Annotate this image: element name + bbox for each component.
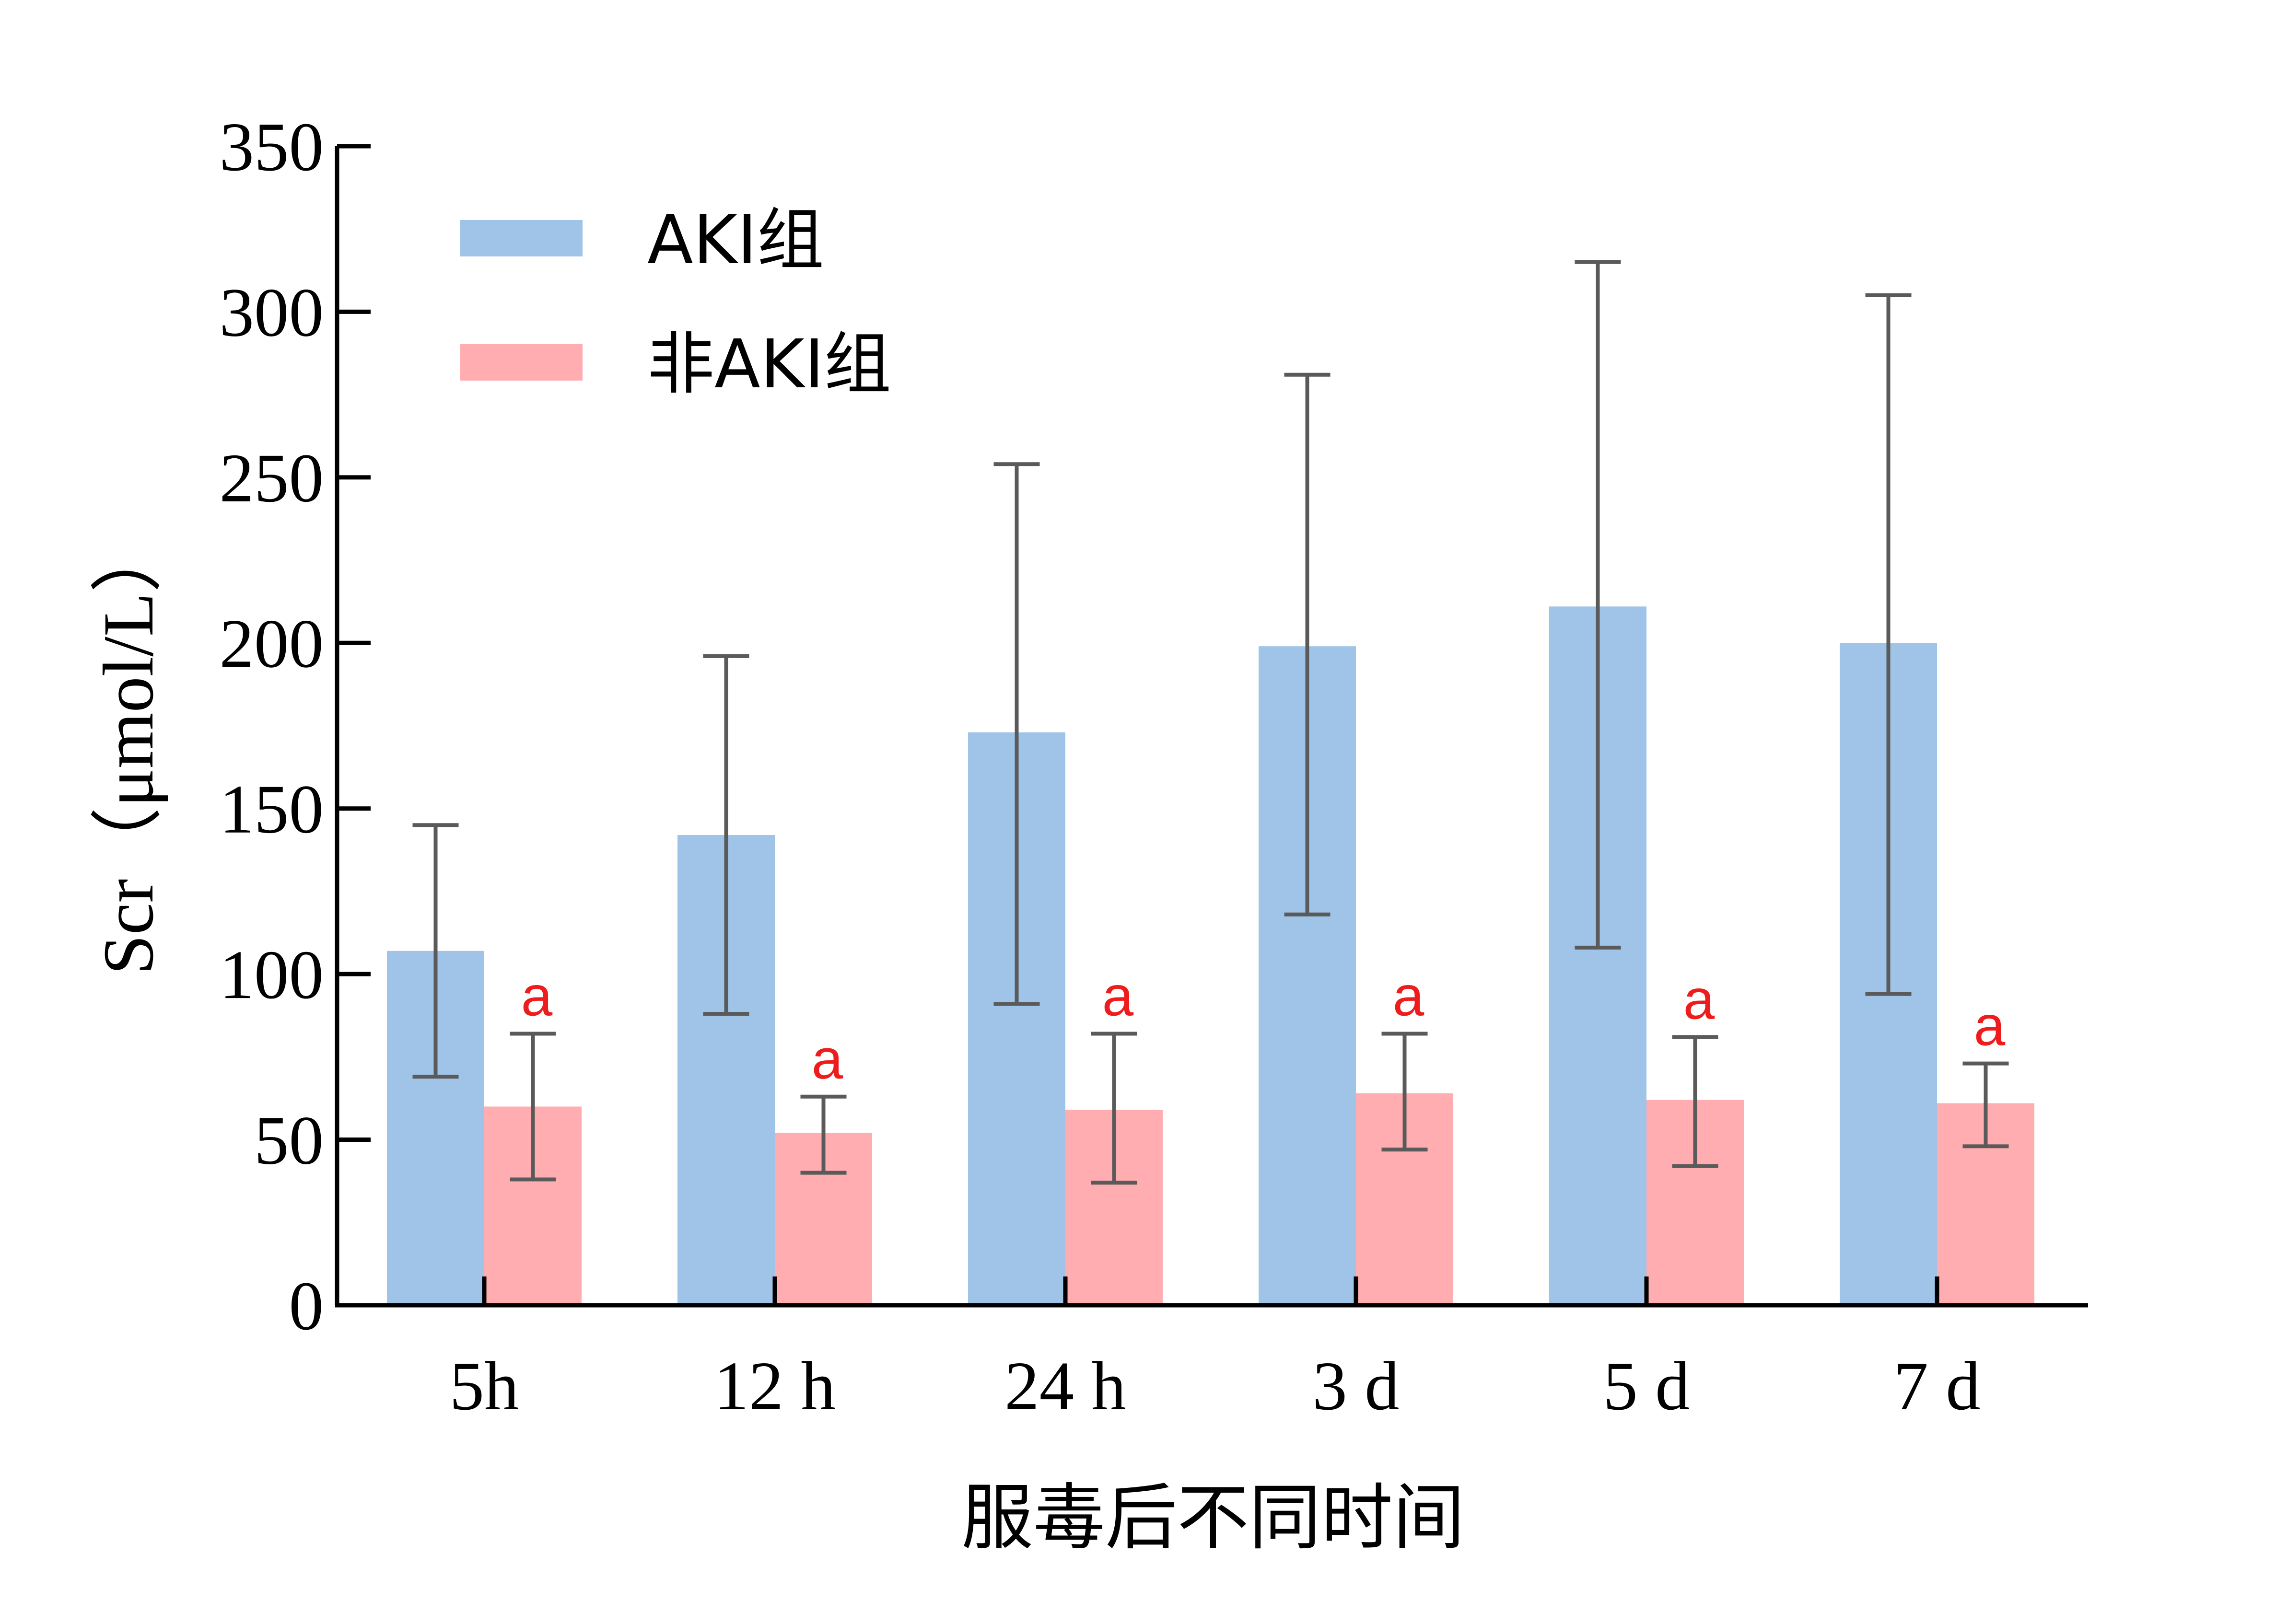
axes-layer (335, 146, 2088, 1308)
x-tick-label: 5 d (1603, 1348, 1690, 1425)
significance-annotation: a (1683, 968, 1715, 1031)
legend-label-aki: AKI组 (647, 201, 824, 279)
x-tick-label: 12 h (714, 1348, 836, 1425)
y-ticks-layer: 0 50 100 150 200 250 300 350 (220, 109, 371, 1345)
y-tick-label: 300 (220, 274, 324, 351)
y-tick-label: 200 (220, 605, 324, 682)
y-tick-label: 50 (254, 1102, 324, 1179)
annotations-layer: a a a a a a (521, 964, 2006, 1090)
significance-annotation: a (812, 1028, 843, 1091)
x-tick-label: 5h (450, 1348, 519, 1425)
significance-annotation: a (521, 964, 553, 1028)
y-tick-label: 350 (220, 109, 324, 186)
significance-annotation: a (1393, 964, 1424, 1028)
y-tick-label: 0 (289, 1268, 324, 1345)
x-tick-label: 3 d (1312, 1348, 1399, 1425)
legend-swatch-aki (460, 220, 583, 256)
error-bars-layer (412, 260, 2009, 1185)
x-ticks-layer: 5h 12 h 24 h 3 d 5 d 7 d (450, 1276, 1981, 1425)
y-tick-label: 100 (220, 937, 324, 1013)
y-tick-label: 250 (220, 440, 324, 517)
y-tick-label: 150 (220, 771, 324, 848)
legend-label-non-aki: 非AKI组 (647, 325, 891, 404)
significance-annotation: a (1102, 964, 1134, 1028)
x-axis-label: 服毒后不同时间 (961, 1476, 1465, 1560)
legend-swatch-non-aki (460, 344, 583, 381)
bars-layer (387, 606, 2034, 1305)
x-tick-label: 24 h (1004, 1348, 1126, 1425)
x-tick-label: 7 d (1893, 1348, 1980, 1425)
significance-annotation: a (1974, 995, 2006, 1058)
y-axis-label: Scr（μmol/L） (89, 521, 168, 974)
